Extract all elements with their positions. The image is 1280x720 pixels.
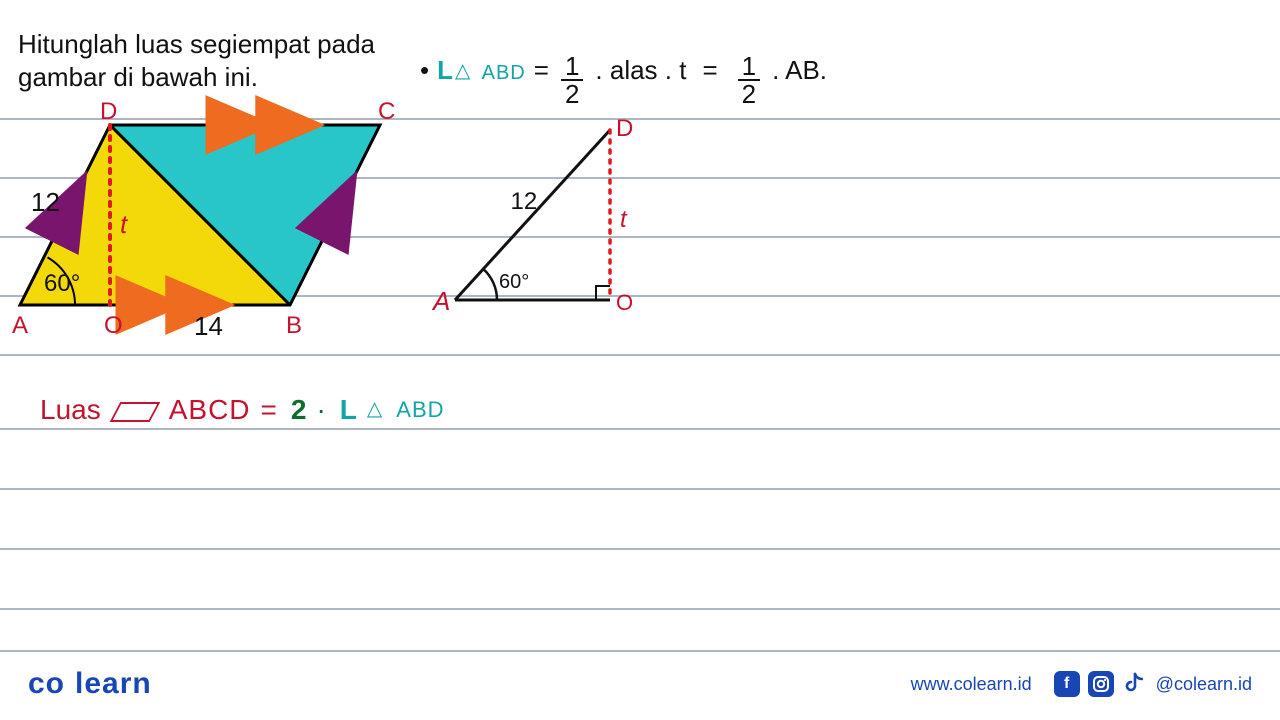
svg-text:B: B (286, 312, 302, 339)
small-triangle-figure: ADO1260°t (435, 120, 695, 340)
svg-text:t: t (620, 206, 628, 233)
triangle-icon-b: △ (367, 396, 382, 421)
equation-area-parallelogram: Luas ABCD = 2 · L △ ABD (40, 394, 445, 426)
brand-co: co (28, 667, 65, 700)
parallelogram-figure: ABCDO121460°t (10, 105, 370, 355)
svg-text:D: D (100, 98, 117, 125)
question-text: Hitunglah luas segiempat pada gambar di … (18, 28, 398, 93)
rule-line (0, 608, 1280, 610)
eq2-dot: · (316, 394, 325, 426)
brand-logo: colearn (28, 667, 152, 701)
frac-num: 1 (561, 53, 583, 81)
fraction-1-2-b: 1 2 (738, 53, 760, 107)
instagram-icon[interactable] (1088, 671, 1114, 697)
frac-den-b: 2 (738, 81, 760, 107)
eq2-L: L (340, 394, 357, 426)
rule-line (0, 428, 1280, 430)
svg-text:12: 12 (31, 187, 60, 217)
svg-text:O: O (104, 312, 123, 339)
frac-den: 2 (561, 81, 583, 107)
social-handle[interactable]: @colearn.id (1156, 674, 1252, 695)
tiktok-icon[interactable] (1122, 671, 1144, 697)
facebook-icon[interactable]: f (1054, 671, 1080, 697)
fraction-1-2-a: 1 2 (561, 53, 583, 107)
triangle-icon: △ (455, 60, 470, 82)
svg-text:14: 14 (194, 311, 223, 341)
eq1-equals-2: = (702, 55, 717, 86)
svg-text:A: A (431, 286, 450, 316)
eq2-ABCD: ABCD (169, 394, 251, 426)
svg-text:A: A (12, 312, 28, 339)
eq1-equals-1: = (534, 55, 549, 86)
eq2-equals: = (261, 394, 277, 426)
rule-line (0, 488, 1280, 490)
eq1-alas-t: . alas . t (595, 55, 686, 86)
eq1-ABD: ABD (482, 62, 526, 84)
eq2-ABD: ABD (396, 397, 444, 423)
question-line2: gambar di bawah ini. (18, 62, 258, 92)
footer-url[interactable]: www.colearn.id (911, 674, 1032, 695)
svg-text:60°: 60° (499, 271, 529, 293)
parallelogram-icon (109, 402, 160, 422)
eq2-two: 2 (291, 394, 307, 426)
rule-line (0, 548, 1280, 550)
social-icons: f @colearn.id (1054, 671, 1252, 697)
question-line1: Hitunglah luas segiempat pada (18, 29, 375, 59)
eq1-AB: . AB. (772, 55, 827, 86)
eq1-L: L (437, 55, 453, 85)
footer: colearn www.colearn.id f @colearn.id (0, 662, 1280, 706)
rule-line (0, 650, 1280, 652)
svg-text:C: C (378, 98, 395, 125)
eq2-Luas: Luas (40, 394, 101, 426)
bullet: • (420, 55, 429, 86)
equation-area-triangle: • L△ ABD = 1 2 . alas . t = 1 2 . AB. (420, 55, 827, 109)
brand-learn: learn (75, 667, 152, 700)
svg-text:60°: 60° (44, 270, 80, 297)
svg-text:D: D (616, 115, 633, 142)
svg-text:12: 12 (511, 188, 538, 215)
svg-text:O: O (616, 290, 633, 315)
frac-num-b: 1 (738, 53, 760, 81)
